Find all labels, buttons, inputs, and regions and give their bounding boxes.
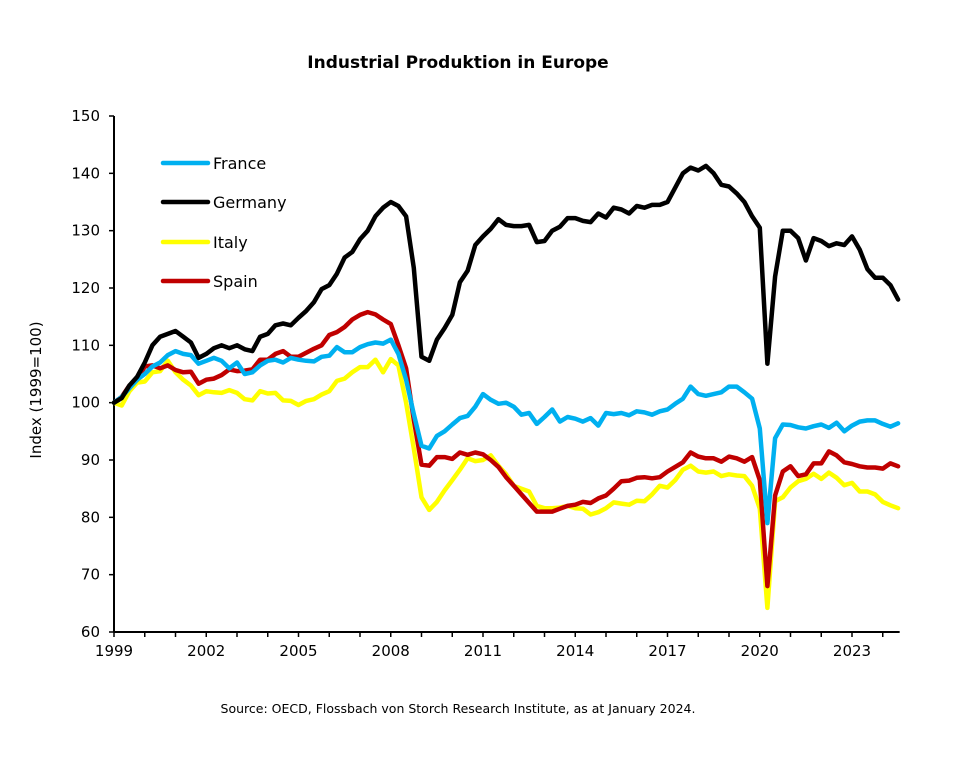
y-tick-label: 150 xyxy=(71,107,100,125)
y-tick-label: 90 xyxy=(81,451,100,469)
x-tick-label: 2005 xyxy=(279,642,317,660)
y-tick-label: 60 xyxy=(81,623,100,641)
y-tick-label: 70 xyxy=(81,566,100,584)
series-lines xyxy=(111,163,901,611)
series-line-germany xyxy=(111,163,901,405)
legend: France Germany Italy Spain xyxy=(160,154,287,291)
axes: 60 70 80 90 100 110 120 130 140 150 1999 2002 2005 20… xyxy=(71,107,900,660)
series-line-france xyxy=(111,337,901,526)
legend-label: France xyxy=(213,154,266,173)
x-tick-label: 2008 xyxy=(372,642,410,660)
chart-title: Industrial Produktion in Europe xyxy=(307,53,608,73)
x-tick-label: 2011 xyxy=(464,642,502,660)
source-note: Source: OECD, Flossbach von Storch Resea… xyxy=(221,701,696,716)
legend-item-france: France xyxy=(160,154,266,173)
y-tick-label: 110 xyxy=(71,336,100,354)
x-tick-label: 2002 xyxy=(187,642,225,660)
y-axis-title: Index (1999=100) xyxy=(27,321,45,458)
legend-label: Italy xyxy=(213,233,248,252)
legend-label: Spain xyxy=(213,272,258,291)
legend-item-spain: Spain xyxy=(160,272,258,291)
series-line-spain xyxy=(111,309,901,589)
x-tick-label: 2014 xyxy=(556,642,594,660)
y-tick-label: 130 xyxy=(71,222,100,240)
x-tick-label: 2023 xyxy=(833,642,871,660)
legend-item-italy: Italy xyxy=(160,233,248,252)
x-tick-label: 2020 xyxy=(741,642,779,660)
y-tick-label: 140 xyxy=(71,164,100,182)
x-tick-label: 1999 xyxy=(95,642,133,660)
legend-label: Germany xyxy=(213,193,287,212)
y-tick-label: 120 xyxy=(71,279,100,297)
x-tick-label: 2017 xyxy=(648,642,686,660)
y-tick-label: 80 xyxy=(81,508,100,526)
y-tick-label: 100 xyxy=(71,394,100,412)
legend-item-germany: Germany xyxy=(160,193,287,212)
